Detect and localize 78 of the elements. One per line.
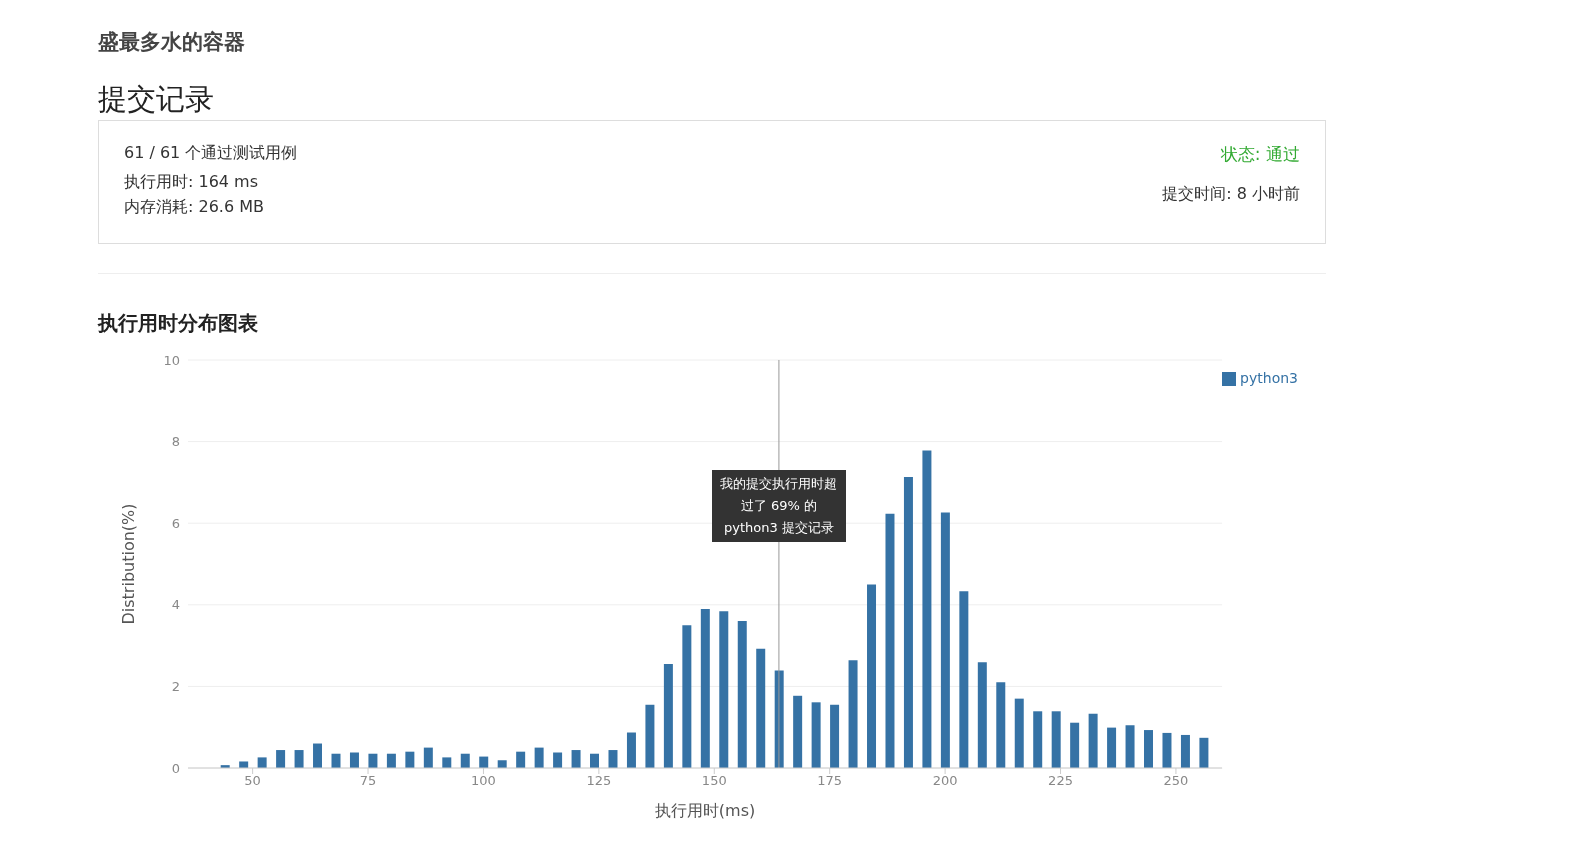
bar [885,513,895,768]
bar [793,695,803,768]
text: 执行用时: 164 ms [124,172,259,193]
y-tick-label: 8 [171,434,180,450]
bar [682,625,692,768]
bar [1033,711,1043,768]
bar [571,750,581,768]
x-tick-label: 225 [1048,773,1073,789]
x-tick-label: 200 [932,773,958,789]
y-tick-label: 10 [163,352,180,368]
bar [700,608,710,768]
x-tick-label: 175 [817,773,843,789]
bar [848,660,858,768]
bar [922,450,932,768]
x-tick-label: 150 [701,773,727,789]
bar [386,753,396,768]
bar [645,704,655,768]
bar [996,682,1006,768]
bar [1162,732,1172,768]
bar [1088,713,1098,768]
bar [516,751,526,768]
bar [830,704,840,768]
text: 状态: 通过 [1220,143,1300,166]
bar [368,753,378,768]
bar [1107,727,1117,768]
bar [497,760,507,768]
y-tick-label: 0 [171,760,180,776]
bar [737,621,747,768]
bar [1070,722,1080,768]
bar [903,477,913,768]
bar [867,584,877,768]
bar [1144,730,1154,768]
bar [313,743,323,768]
y-tick-label: 2 [171,679,180,695]
text: 61 / 61 个通过测试用例 [124,143,298,164]
bar [442,757,452,768]
x-tick-label: 100 [471,773,496,789]
ref-line-label: 我的提交执行用时超过了 69% 的 python3 提交记录 [711,470,846,542]
bar [719,611,729,768]
bar [811,702,821,768]
bar [663,663,673,768]
bar [608,750,618,768]
bar [959,591,969,768]
x-tick-label: 125 [586,773,612,789]
bar [590,753,600,768]
bar [294,750,304,768]
bar [276,750,286,768]
bar [239,761,249,768]
chart-title: 执行用时分布图表 [98,310,258,337]
bar [977,662,987,768]
bar [257,757,267,768]
text: 提交时间: 8 小时前 [1162,184,1300,205]
bar [423,747,433,768]
text: 内存消耗: 26.6 MB [124,197,264,218]
text: 提交记录 [98,81,214,118]
bar [349,752,359,768]
bar [626,732,636,768]
text: 盛最多水的容器 [98,29,245,56]
bar [1125,725,1135,768]
bar [940,512,950,768]
x-tick-label: 250 [1163,773,1189,789]
bar [553,752,563,768]
y-axis-title: Distribution(%) [118,503,138,625]
bar [1199,737,1209,768]
x-tick-label: 75 [359,773,377,789]
x-axis-title: 执行用时(ms) [654,801,756,820]
y-tick-label: 6 [171,515,180,531]
bar [756,648,766,768]
bar [405,751,415,768]
bar [534,747,544,768]
legend-label: python3 [1240,370,1298,386]
bar [1180,734,1190,768]
bar [331,753,341,768]
bar [1014,698,1024,768]
bar [1051,711,1061,768]
bar [460,753,470,768]
x-tick-label: 50 [244,773,261,789]
y-tick-label: 4 [171,597,180,613]
